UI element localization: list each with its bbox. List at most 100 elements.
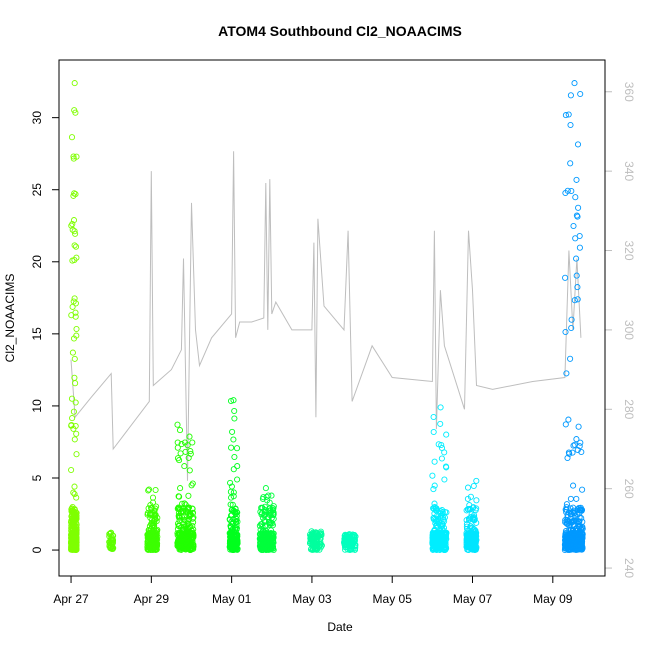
data-point bbox=[572, 194, 579, 201]
data-point bbox=[68, 531, 75, 538]
data-point bbox=[571, 539, 578, 546]
x-axis-label: Date bbox=[327, 620, 353, 634]
data-point bbox=[261, 517, 268, 524]
data-point bbox=[562, 519, 569, 526]
data-point bbox=[258, 534, 265, 541]
data-point bbox=[234, 463, 241, 470]
data-point bbox=[270, 510, 277, 518]
data-point bbox=[230, 466, 237, 473]
data-point bbox=[73, 494, 80, 501]
data-point bbox=[183, 538, 190, 545]
data-point bbox=[573, 527, 580, 534]
data-point bbox=[230, 489, 237, 496]
data-point bbox=[317, 530, 324, 537]
x-axis: Apr 27 Apr 29 May 01 May 03 May 05 May 07 May … bbox=[53, 576, 573, 606]
data-point bbox=[183, 534, 190, 541]
data-point bbox=[71, 80, 78, 87]
data-point bbox=[574, 141, 582, 148]
data-point bbox=[568, 518, 575, 525]
data-point bbox=[473, 497, 480, 504]
data-point bbox=[68, 544, 75, 551]
data-point bbox=[350, 536, 357, 543]
data-point bbox=[227, 530, 234, 537]
y-tick-label-3: 15 bbox=[30, 327, 44, 341]
data-point bbox=[262, 523, 269, 530]
data-point bbox=[231, 407, 238, 415]
data-point bbox=[471, 514, 478, 521]
data-point bbox=[437, 512, 445, 519]
data-point bbox=[308, 533, 315, 540]
data-point bbox=[472, 528, 479, 535]
data-point bbox=[565, 416, 572, 423]
data-point bbox=[442, 546, 449, 553]
data-point bbox=[71, 355, 78, 362]
y2-tick-label-0: 240 bbox=[622, 558, 636, 578]
x-tick-label-4: May 05 bbox=[373, 592, 413, 606]
data-point bbox=[263, 493, 270, 500]
data-point bbox=[571, 80, 578, 87]
data-point bbox=[174, 421, 181, 428]
data-point bbox=[174, 439, 181, 446]
data-point bbox=[69, 415, 76, 422]
data-point bbox=[264, 508, 271, 515]
data-point bbox=[564, 187, 571, 194]
data-point bbox=[436, 544, 443, 551]
data-point bbox=[73, 451, 80, 458]
data-point bbox=[562, 112, 569, 119]
data-point bbox=[564, 540, 571, 548]
data-point bbox=[186, 539, 194, 546]
data-point bbox=[430, 428, 437, 436]
data-point bbox=[577, 504, 584, 511]
data-point bbox=[70, 408, 77, 415]
data-point bbox=[562, 274, 569, 281]
data-point bbox=[256, 522, 263, 529]
data-point bbox=[227, 479, 234, 486]
data-point bbox=[177, 450, 184, 457]
data-point bbox=[147, 539, 154, 547]
data-point bbox=[567, 121, 574, 129]
data-point bbox=[73, 254, 80, 261]
data-point bbox=[186, 524, 193, 531]
data-point bbox=[575, 519, 582, 526]
data-point bbox=[187, 448, 194, 455]
y2-tick-label-1: 260 bbox=[622, 479, 636, 499]
data-point bbox=[578, 448, 585, 456]
data-point bbox=[577, 439, 584, 446]
data-point bbox=[71, 374, 78, 381]
data-point bbox=[437, 420, 444, 427]
y-axis-label: Cl2_NOAACIMS bbox=[3, 274, 17, 363]
data-point bbox=[441, 476, 448, 483]
data-point bbox=[230, 436, 237, 443]
data-point bbox=[465, 546, 472, 554]
data-point bbox=[230, 397, 237, 404]
data-point bbox=[70, 217, 78, 224]
data-point bbox=[176, 493, 183, 500]
data-point bbox=[431, 504, 438, 511]
data-point bbox=[431, 482, 438, 489]
data-point bbox=[430, 486, 437, 493]
data-point bbox=[72, 380, 79, 387]
data-point bbox=[71, 483, 78, 490]
data-point bbox=[562, 517, 569, 524]
data-point bbox=[577, 90, 584, 98]
data-point bbox=[565, 449, 572, 456]
data-point bbox=[575, 423, 582, 430]
data-point bbox=[227, 397, 235, 405]
data-point bbox=[227, 501, 234, 508]
data-point bbox=[569, 528, 576, 535]
data-point bbox=[233, 445, 241, 452]
data-point bbox=[230, 493, 237, 500]
y-tick-label-2: 10 bbox=[30, 399, 44, 413]
data-point bbox=[68, 395, 76, 402]
data-point bbox=[568, 187, 575, 195]
data-point bbox=[568, 519, 575, 526]
data-point bbox=[313, 541, 320, 548]
data-point bbox=[72, 243, 80, 250]
data-point bbox=[432, 504, 439, 511]
data-point bbox=[465, 506, 472, 513]
data-point bbox=[564, 511, 571, 519]
data-point bbox=[68, 466, 75, 474]
data-point bbox=[177, 485, 184, 492]
data-point bbox=[231, 509, 239, 516]
data-point bbox=[68, 312, 75, 319]
